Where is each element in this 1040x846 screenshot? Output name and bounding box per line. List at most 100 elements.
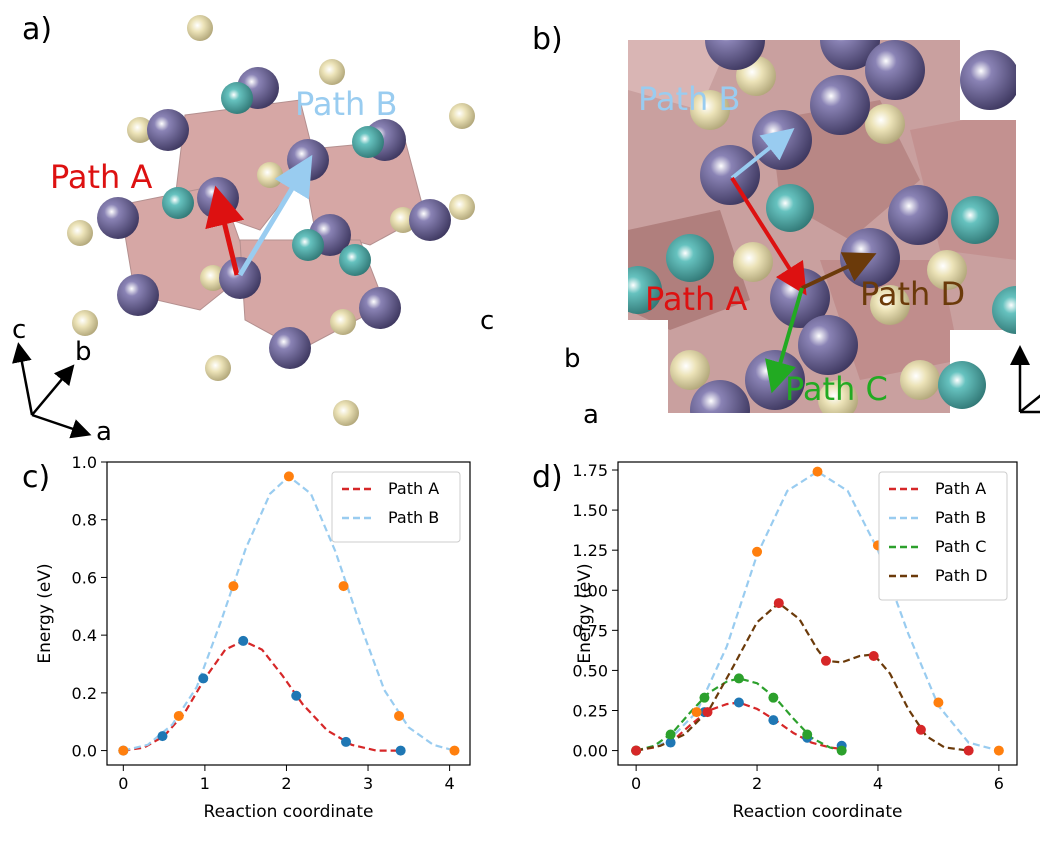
data-point — [773, 598, 784, 609]
legend-label: Path C — [935, 537, 986, 556]
data-point — [283, 471, 294, 482]
data-point — [395, 745, 406, 756]
plot-frame — [617, 461, 1018, 766]
panel-label-d: d) — [532, 460, 563, 495]
path-d-arrow-b — [801, 252, 877, 290]
legend-label: Path A — [388, 479, 439, 498]
data-point — [702, 707, 713, 718]
data-point — [752, 546, 763, 557]
data-point — [665, 737, 676, 748]
path-c-label-b: Path C — [785, 370, 888, 408]
y-tick-label: 1.25 — [572, 541, 608, 560]
data-point — [665, 729, 676, 740]
data-point — [933, 697, 944, 708]
x-tick-label: 3 — [363, 774, 373, 793]
y-tick-label: 0.2 — [72, 684, 97, 703]
axis-b-label-b: b — [564, 344, 581, 374]
legend-label: Path A — [935, 479, 986, 498]
path-a-label-b: Path A — [645, 280, 747, 318]
y-tick-label: 0.75 — [572, 621, 608, 640]
legend-label: Path B — [388, 508, 439, 527]
x-tick-label: 0 — [118, 774, 128, 793]
y-axis-label: Energy (eV) — [35, 563, 55, 663]
data-point — [341, 736, 352, 747]
energy-chart-d: d) 0 2 4 6 0.00 0.25 0.50 0.75 1.00 1.25 1.50 1.75 R… — [520, 450, 1040, 842]
data-point — [733, 673, 744, 684]
y-tick-label: 0.00 — [572, 742, 608, 761]
legend-label: Path B — [935, 508, 986, 527]
x-tick-label: 0 — [631, 774, 641, 793]
path-c-arrow-b — [765, 287, 804, 394]
y-tick-label: 0.50 — [572, 661, 608, 680]
y-tick-label: 1.50 — [572, 501, 608, 520]
path-b-arrow — [237, 154, 313, 277]
x-axis-label: Reaction coordinate — [733, 802, 903, 822]
x-tick-label: 2 — [752, 774, 762, 793]
axis-b-label: b — [75, 337, 92, 367]
x-tick-label: 6 — [994, 774, 1004, 793]
data-point — [820, 655, 831, 666]
data-point — [118, 745, 129, 756]
path-a-label: Path A — [50, 158, 152, 196]
panel-label-c: c) — [22, 460, 51, 495]
plot-frame — [106, 461, 471, 766]
data-point — [691, 707, 702, 718]
path-b-label: Path B — [295, 85, 397, 123]
x-axis-label: Reaction coordinate — [204, 802, 374, 822]
data-point — [699, 692, 710, 703]
data-point — [228, 581, 239, 592]
data-point — [157, 731, 168, 742]
y-tick-label: 0.4 — [72, 626, 97, 645]
x-tick-label: 4 — [873, 774, 883, 793]
chart-c-svg: 0 1 2 3 4 0.0 0.2 0.4 0.6 0.8 1.0 Reaction coordina… — [35, 453, 471, 822]
y-tick-label: 0.8 — [72, 511, 97, 530]
path-b-arrow-b — [730, 128, 795, 180]
panel-label-b: b) — [532, 22, 563, 57]
crystal-a-svg: Path A Path B c b a — [12, 15, 475, 447]
y-tick-label: 0.6 — [72, 568, 97, 587]
data-point — [238, 635, 249, 646]
x-tick-label: 1 — [200, 774, 210, 793]
data-point — [812, 466, 823, 477]
data-point — [768, 715, 779, 726]
x-tick-label: 2 — [281, 774, 291, 793]
data-point — [963, 745, 974, 756]
data-point — [394, 710, 405, 721]
energy-chart-c: c) 0 1 2 3 4 0.0 0.2 0.4 0.6 0.8 1.0 Reaction coord… — [0, 450, 520, 842]
path-a-arrow-b — [730, 176, 807, 296]
path-a-arrow — [205, 185, 245, 276]
crystal-structure-b: b) — [480, 0, 1040, 450]
data-point — [338, 581, 349, 592]
data-point — [173, 710, 184, 721]
chart-d-svg: 0 2 4 6 0.00 0.25 0.50 0.75 1.00 1.25 1.50 1.75 Reac… — [572, 461, 1018, 822]
y-tick-label: 1.0 — [72, 453, 97, 472]
axis-triad-b — [1010, 345, 1040, 414]
y-tick-label: 1.75 — [572, 461, 608, 480]
panel-label-a: a) — [22, 12, 53, 47]
path-b-label-b: Path B — [638, 80, 740, 118]
data-point — [802, 729, 813, 740]
data-point — [993, 745, 1004, 756]
data-point — [291, 690, 302, 701]
legend-label: Path D — [935, 566, 988, 585]
series-line-path-a — [123, 639, 401, 752]
y-tick-label: 0.25 — [572, 701, 608, 720]
axis-a-label-b: a — [583, 400, 599, 430]
data-point — [733, 697, 744, 708]
data-point — [836, 745, 847, 756]
axis-c-label-b: c — [480, 306, 495, 336]
y-tick-label: 1.00 — [572, 581, 608, 600]
crystal-b-svg: Path B Path A Path D Path C — [628, 40, 1040, 414]
x-tick-label: 4 — [445, 774, 455, 793]
data-point — [198, 673, 209, 684]
legend — [878, 471, 1008, 601]
axis-a-label: a — [96, 417, 112, 447]
y-axis-label: Energy (eV) — [575, 563, 595, 663]
atoms — [67, 15, 475, 426]
data-point — [915, 724, 926, 735]
crystal-b-view — [628, 40, 1016, 413]
data-point — [631, 745, 642, 756]
data-point — [768, 692, 779, 703]
data-point — [868, 650, 879, 661]
crystal-structure-a: a) — [0, 0, 520, 450]
